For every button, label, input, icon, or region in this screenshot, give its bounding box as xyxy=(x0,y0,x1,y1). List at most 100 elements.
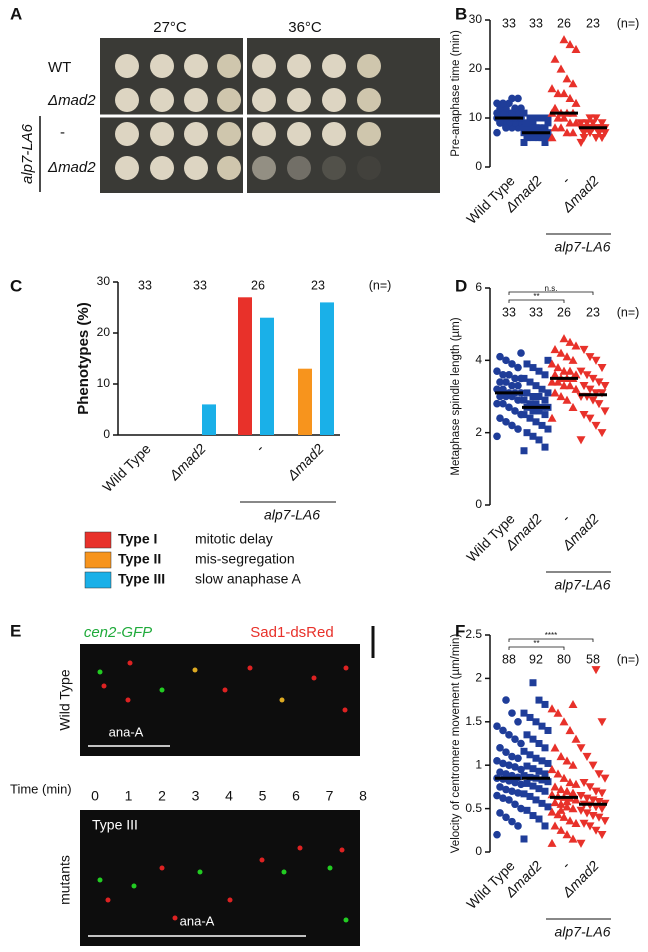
dot xyxy=(532,418,540,426)
y-axis-label: Velocity of centromere movement (µm/min) xyxy=(450,634,462,854)
dot xyxy=(511,407,519,415)
dot xyxy=(585,783,595,792)
dot xyxy=(579,819,589,828)
legend-swatch xyxy=(84,531,112,549)
dot xyxy=(535,407,543,415)
dot xyxy=(547,704,557,713)
y-tick-label: 10 xyxy=(469,110,483,124)
dot xyxy=(523,360,531,368)
dot xyxy=(597,429,607,438)
panel-label: F xyxy=(455,621,465,640)
dot xyxy=(538,757,546,765)
dot xyxy=(511,763,519,771)
dot xyxy=(541,124,549,132)
dot xyxy=(571,384,581,393)
speck xyxy=(172,915,178,921)
strain-label: WT xyxy=(48,59,71,76)
panel-label: A xyxy=(10,4,22,23)
dot xyxy=(585,414,595,423)
colony xyxy=(184,54,208,78)
dot xyxy=(541,371,549,379)
dot xyxy=(559,334,569,343)
dot xyxy=(600,129,610,138)
dot xyxy=(526,792,534,800)
y-tick-label: 2.5 xyxy=(465,627,482,641)
colony xyxy=(357,88,381,112)
legend-swatch xyxy=(84,551,112,569)
n-label: 88 xyxy=(502,652,516,666)
dot xyxy=(496,744,504,752)
dot xyxy=(576,119,586,128)
dot xyxy=(576,138,586,147)
dot xyxy=(591,666,601,675)
dot xyxy=(576,806,586,815)
dot xyxy=(517,349,525,357)
dot xyxy=(529,735,537,743)
dot xyxy=(523,429,531,437)
n-label: 26 xyxy=(557,16,571,30)
dot xyxy=(585,129,595,138)
dot xyxy=(499,371,507,379)
dot xyxy=(535,740,543,747)
dot xyxy=(520,374,528,382)
x-tick-label: - xyxy=(558,857,573,872)
dot xyxy=(559,113,569,122)
micrograph xyxy=(80,810,360,946)
n-label: 23 xyxy=(586,305,600,319)
speck xyxy=(105,897,111,903)
colony xyxy=(150,54,174,78)
time-tick: 4 xyxy=(225,788,233,804)
dot xyxy=(568,699,578,709)
dot xyxy=(520,396,528,404)
dot xyxy=(514,822,522,830)
dot xyxy=(568,402,578,411)
colony xyxy=(217,156,241,180)
colony xyxy=(184,122,208,146)
y-axis-label: Phenotypes (%) xyxy=(75,302,92,415)
dot xyxy=(529,765,537,773)
dot xyxy=(526,713,534,721)
y-tick-label: 10 xyxy=(97,376,111,390)
speck xyxy=(97,669,103,675)
dot xyxy=(579,778,589,788)
significance-bracket xyxy=(508,291,594,295)
colony xyxy=(115,88,139,112)
dot xyxy=(502,418,510,426)
dot xyxy=(523,389,531,397)
n-label: 80 xyxy=(557,652,571,666)
speck xyxy=(192,667,198,673)
speck xyxy=(197,869,203,875)
dot xyxy=(562,797,572,806)
dot xyxy=(582,752,592,762)
legend-label: Type II xyxy=(118,551,161,567)
dot xyxy=(597,119,607,128)
dot xyxy=(568,760,578,769)
row-label: Wild Type xyxy=(57,669,73,730)
dot xyxy=(496,809,504,817)
colony xyxy=(287,122,311,146)
dot xyxy=(523,731,531,739)
dot xyxy=(529,393,537,400)
dot xyxy=(538,385,546,393)
dot xyxy=(493,128,501,137)
dot xyxy=(502,124,510,132)
significance-label: ** xyxy=(533,292,539,301)
colony xyxy=(184,88,208,112)
y-tick-label: 30 xyxy=(469,12,483,26)
y-tick-label: 4 xyxy=(475,353,482,367)
dot xyxy=(594,378,604,387)
dot xyxy=(591,114,601,123)
dot xyxy=(505,761,513,769)
dot xyxy=(493,399,501,408)
dot xyxy=(550,344,560,354)
dot xyxy=(502,748,510,756)
y-tick-label: 2 xyxy=(475,425,482,439)
dot xyxy=(499,726,507,735)
dot xyxy=(559,381,569,390)
n-label: 23 xyxy=(311,278,325,292)
dot xyxy=(588,761,598,770)
dot xyxy=(499,759,507,768)
n-label: 33 xyxy=(529,305,543,319)
n-header: (n=) xyxy=(369,278,392,292)
dot xyxy=(541,411,549,419)
